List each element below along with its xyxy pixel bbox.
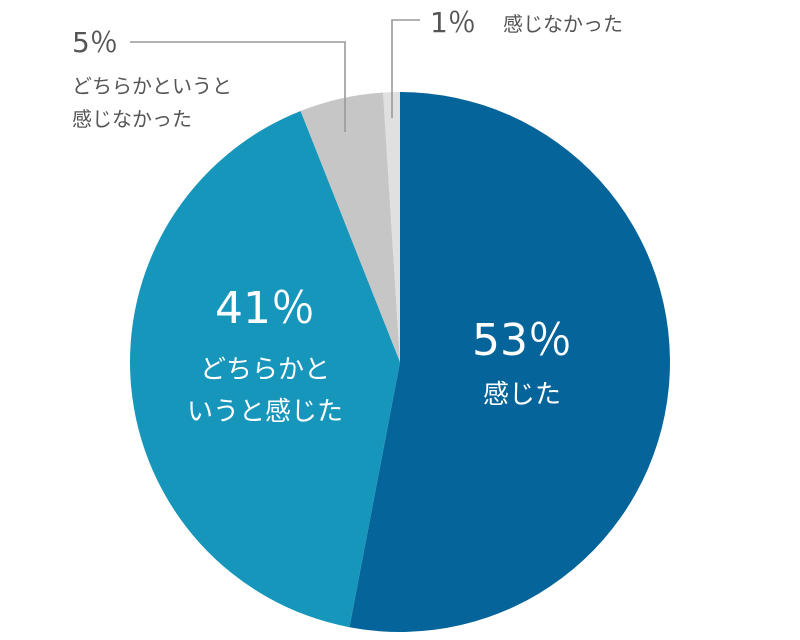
slice-label-category-41-line2: いうと感じた	[187, 397, 343, 427]
slice-label-value-41: 41％	[215, 283, 315, 334]
pie-slice-5pct	[300, 92, 400, 362]
pie-slice-1pct	[383, 92, 400, 362]
slice-label-category-41-line1: どちらかと	[200, 355, 330, 385]
slice-label-value-53: 53％	[472, 315, 572, 366]
leader-line-1pct	[391, 19, 420, 118]
leader-line-5pct	[130, 41, 346, 132]
slice-label-value-1: 1％	[430, 6, 476, 39]
slice-label-category-5-line2: 感じなかった	[72, 107, 192, 131]
slice-label-value-5: 5％	[72, 26, 118, 59]
pie-slice-41pct	[129, 110, 401, 628]
pie-slice-53pct	[349, 92, 670, 632]
slice-label-category-1: 感じなかった	[503, 12, 623, 36]
slice-label-category-5-line1: どちらかというと	[72, 74, 232, 98]
slice-label-category-53: 感じた	[483, 380, 561, 410]
